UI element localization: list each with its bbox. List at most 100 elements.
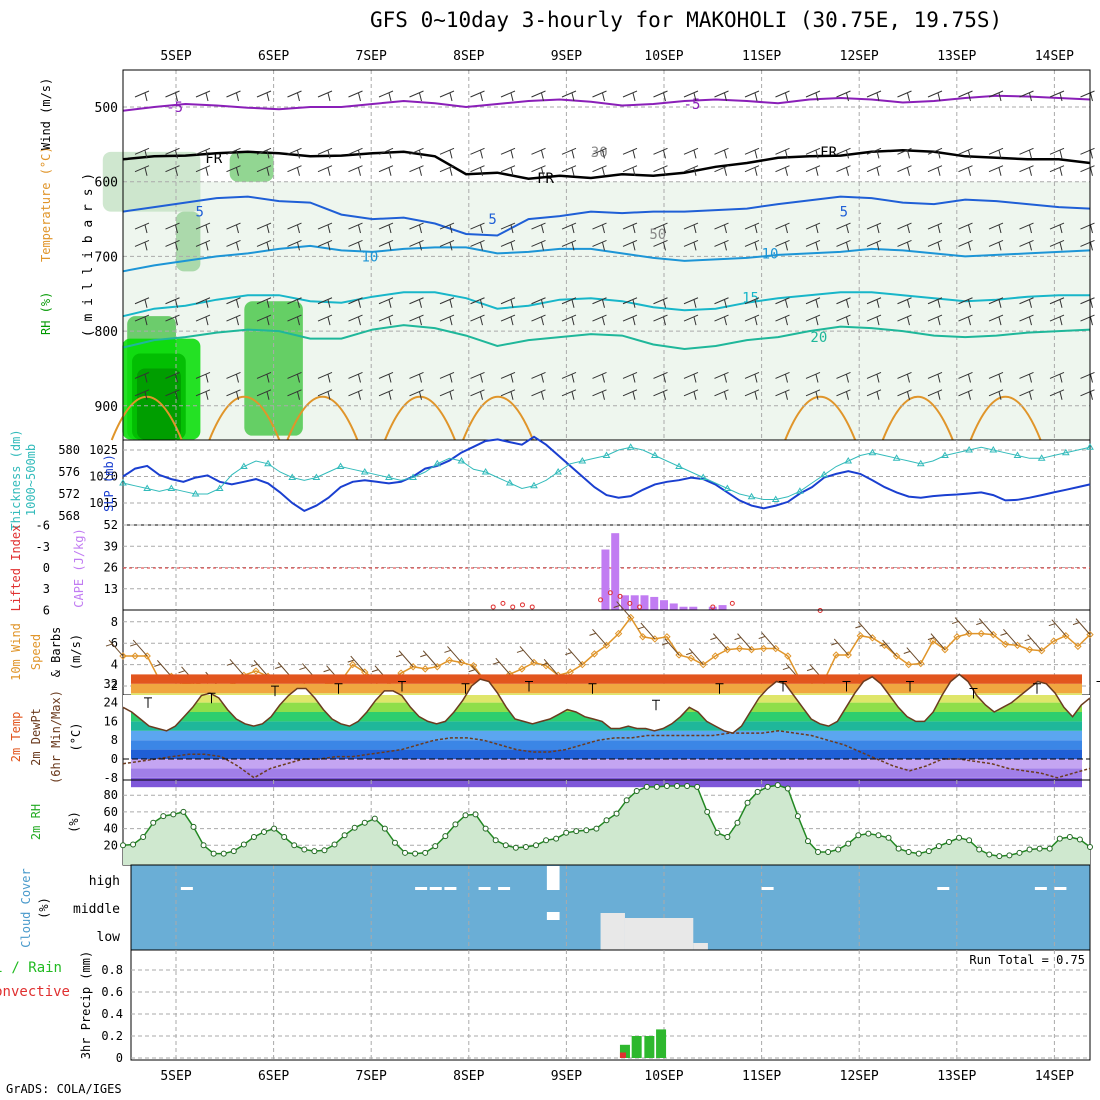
thickness-marker <box>965 446 974 453</box>
thickness-marker <box>312 473 321 480</box>
wind-barb <box>775 371 790 383</box>
rh-point <box>301 846 308 853</box>
wind-barb <box>378 371 394 383</box>
wind-barb-10m <box>1000 629 1018 646</box>
x-tick-label-bottom: 7SEP <box>356 1069 387 1084</box>
rh-unit: (%) <box>67 811 81 833</box>
thickness-marker <box>264 459 272 467</box>
thickness-marker <box>844 457 853 464</box>
wind-barb <box>226 222 241 234</box>
wind-barb <box>622 314 638 326</box>
wind-barb <box>958 165 973 176</box>
wind-speed-marker <box>626 613 635 622</box>
rh-point <box>724 833 731 840</box>
wind-barb <box>622 371 638 383</box>
rh-point <box>633 788 640 795</box>
wind-speed-marker <box>989 630 998 639</box>
wind-barb <box>1080 90 1095 102</box>
wind-barb <box>1019 147 1034 159</box>
thickness-marker <box>1037 454 1046 461</box>
wind-barb <box>1019 239 1034 251</box>
wind-barb <box>1019 90 1034 102</box>
cape-bar <box>669 603 678 610</box>
wind-barb <box>775 90 790 102</box>
wind-barb <box>1080 297 1095 308</box>
wind-speed-marker <box>735 644 744 653</box>
wind-barb-10m <box>347 655 366 673</box>
temp-color-band <box>131 730 1082 741</box>
wind-barb <box>927 371 943 383</box>
temp-max-marker <box>906 680 914 692</box>
cape-tick-label: 26 <box>104 561 118 575</box>
wind-barb <box>195 165 211 176</box>
wind-barb <box>470 371 485 383</box>
page-title: GFS 0~10day 3-hourly for MAKOHOLI (30.75… <box>370 8 1003 32</box>
wind-barb <box>866 314 882 326</box>
wind-barb <box>287 90 302 102</box>
wind-speed-marker <box>348 660 357 669</box>
wind-barb <box>805 90 821 102</box>
contour-label: 5 <box>488 212 496 228</box>
wind-barb <box>409 314 424 326</box>
wind-label-extra: Speed <box>29 634 43 670</box>
rh-point <box>220 850 227 857</box>
slp-label: SLP (mb) <box>102 454 116 512</box>
wind-speed-marker <box>409 663 417 671</box>
wind-barb <box>958 389 973 400</box>
wind-barb-10m <box>734 633 752 650</box>
wind-barb <box>134 222 150 234</box>
wind-barb <box>775 389 790 400</box>
wind-barb-10m <box>710 633 728 650</box>
wind-barb <box>805 389 821 400</box>
wind-barb <box>409 389 424 400</box>
contour-label: -5 <box>166 100 183 116</box>
rh-point <box>422 849 429 856</box>
wind-barb <box>622 389 638 400</box>
wind-barb <box>256 389 272 400</box>
rh-point <box>210 850 217 857</box>
wind-barb-10m <box>492 657 511 675</box>
wind-speed-marker <box>663 633 671 641</box>
rh-point <box>311 848 318 855</box>
wind-barb <box>439 314 455 326</box>
rh-point <box>623 797 630 804</box>
wind-tick-label: 8 <box>111 615 118 629</box>
wind-barb-10m <box>565 648 583 665</box>
wind-barb <box>470 165 485 176</box>
thickness-marker <box>143 484 152 491</box>
thickness-marker <box>336 462 345 469</box>
cloud-dash <box>937 887 950 890</box>
cape-tick-label: 13 <box>104 582 118 596</box>
isotherm-warm <box>462 396 535 441</box>
isotherm-warm <box>384 396 456 441</box>
wind-barb <box>317 389 333 400</box>
wind-barb <box>561 389 577 400</box>
wind-barb <box>409 165 424 176</box>
temp-label: 2m Temp <box>9 712 23 763</box>
rh-point <box>684 783 691 790</box>
precip-tick-label: 0.4 <box>101 1007 123 1021</box>
wind-barb <box>836 147 851 159</box>
wind-barb <box>744 371 760 383</box>
wind-barb <box>439 297 455 308</box>
wind-barb <box>622 90 638 102</box>
wind-barb <box>836 165 851 176</box>
wind-barb <box>378 297 394 308</box>
x-tick-label-top: 11SEP <box>742 49 781 64</box>
wind-barb <box>439 90 455 102</box>
wind-barb <box>805 297 821 308</box>
cloud-low-block <box>600 913 625 950</box>
temp-tick-label: 16 <box>104 714 118 728</box>
thickness-label-extra: 1000~500mb <box>24 444 38 516</box>
contour-label: 10 <box>762 246 779 262</box>
rh-point <box>815 848 822 855</box>
wind-barb <box>134 297 150 308</box>
temp-max-marker <box>1033 683 1041 694</box>
wind-barb <box>287 222 302 234</box>
li-tick-label: 6 <box>43 603 50 617</box>
wind-barb <box>958 314 973 326</box>
rh-point <box>381 825 388 832</box>
rh-point <box>835 846 842 853</box>
thickness-marker <box>796 487 804 494</box>
li-tick-label: -3 <box>36 540 50 554</box>
